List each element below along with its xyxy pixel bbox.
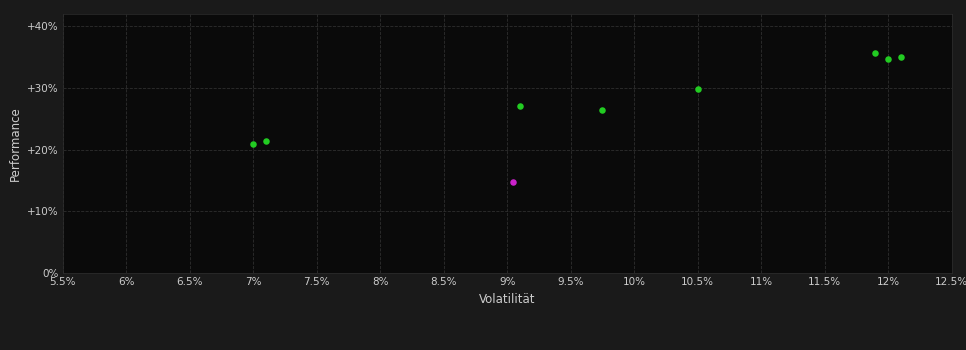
Y-axis label: Performance: Performance xyxy=(9,106,21,181)
Point xyxy=(867,51,883,56)
Point xyxy=(893,54,908,60)
Point xyxy=(245,141,261,146)
Point xyxy=(595,107,611,113)
X-axis label: Volatilität: Volatilität xyxy=(479,293,535,306)
Point xyxy=(512,103,527,109)
Point xyxy=(690,86,705,92)
Point xyxy=(506,180,522,185)
Point xyxy=(258,138,273,144)
Point xyxy=(880,56,895,62)
